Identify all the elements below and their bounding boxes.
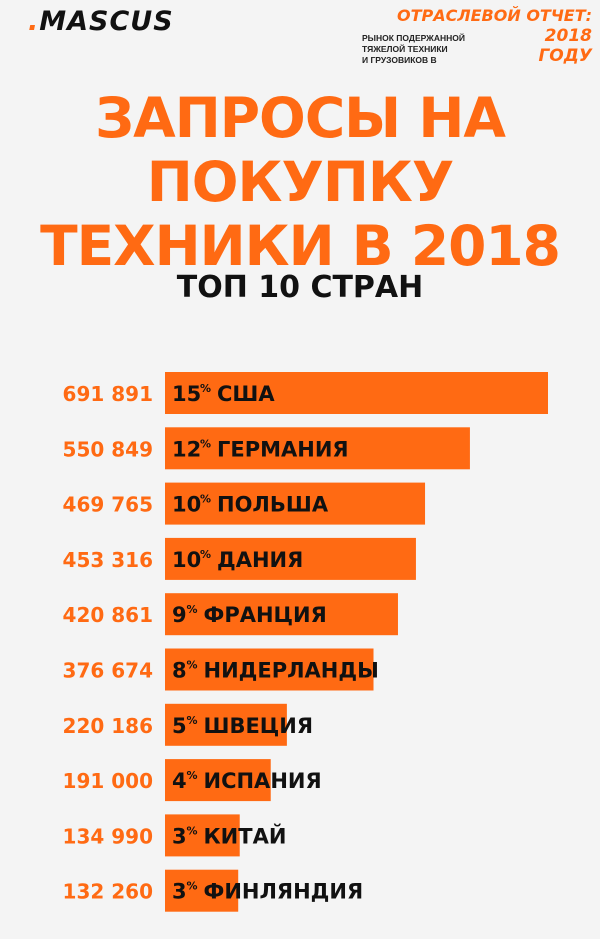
percent-sign: % — [200, 437, 211, 450]
report-subline: РЫНОК ПОДЕРЖАННОЙ ТЯЖЕЛОЙ ТЕХНИКИ И ГРУЗ… — [362, 26, 592, 66]
page-subtitle: ТОП 10 СТРАН — [176, 270, 424, 305]
report-badge: ОТРАСЛЕВОЙ ОТЧЕТ: РЫНОК ПОДЕРЖАННОЙ ТЯЖЕ… — [362, 6, 592, 66]
percent-sign: % — [187, 880, 198, 893]
bar-4 — [165, 537, 416, 580]
report-lines: РЫНОК ПОДЕРЖАННОЙ ТЯЖЕЛОЙ ТЕХНИКИ И ГРУЗ… — [362, 33, 507, 66]
bar-3 — [165, 482, 426, 525]
report-line-1: РЫНОК ПОДЕРЖАННОЙ ТЯЖЕЛОЙ ТЕХНИКИ — [362, 33, 466, 54]
country-label: ИСПАНИЯ — [204, 769, 322, 793]
bar-1 — [165, 372, 548, 414]
percent-sign: % — [200, 548, 211, 561]
country-label: ФИНЛЯНДИЯ — [204, 880, 364, 904]
percent-label: 8 — [172, 659, 187, 683]
value-label: 134 990 — [63, 824, 153, 848]
value-label: 550 849 — [63, 437, 153, 461]
value-label: 691 891 — [63, 382, 153, 406]
bar-chart: 691 891 15% США 550 849 12% ГЕРМАНИЯ 469 765 10… — [63, 372, 548, 912]
value-label: 469 765 — [63, 493, 153, 517]
bar-7 — [165, 703, 287, 746]
percent-label: 4 — [172, 769, 187, 793]
mascus-logo: .MASCUS — [28, 6, 174, 37]
value-label: 453 316 — [63, 548, 153, 572]
value-label: 376 674 — [63, 659, 153, 683]
percent-sign: % — [187, 659, 198, 672]
title-line-3: ТЕХНИКИ В 2018 — [40, 214, 561, 278]
value-label: 132 260 — [63, 880, 153, 904]
percent-sign: % — [187, 769, 198, 782]
percent-sign: % — [187, 714, 198, 727]
percent-label: 15 — [172, 382, 201, 406]
percent-label: 3 — [172, 824, 187, 848]
country-label: США — [217, 382, 275, 406]
percent-label: 10 — [172, 493, 201, 517]
percent-label: 12 — [172, 437, 201, 461]
title-line-1: ЗАПРОСЫ НА — [95, 86, 506, 150]
percent-label: 9 — [172, 603, 187, 627]
country-label: ГЕРМАНИЯ — [217, 437, 349, 461]
percent-sign: % — [187, 603, 198, 616]
country-label: ПОЛЬША — [217, 493, 329, 517]
report-line-2: И ГРУЗОВИКОВ В — [362, 55, 437, 65]
bar-6 — [165, 648, 374, 691]
logo-dot: . — [28, 6, 40, 37]
page-title: ЗАПРОСЫ НА ПОКУПКУ ТЕХНИКИ В 2018 — [0, 86, 600, 278]
value-label: 220 186 — [63, 714, 153, 738]
title-line-2: ПОКУПКУ — [146, 150, 455, 214]
percent-sign: % — [200, 493, 211, 506]
country-label: ФРАНЦИЯ — [204, 603, 327, 627]
country-label: ШВЕЦИЯ — [204, 714, 314, 738]
bar-5 — [165, 593, 398, 636]
country-label: НИДЕРЛАНДЫ — [204, 659, 379, 683]
percent-label: 5 — [172, 714, 187, 738]
logo-text: MASCUS — [39, 6, 174, 37]
percent-label: 3 — [172, 880, 187, 904]
percent-label: 10 — [172, 548, 201, 572]
country-label: КИТАЙ — [204, 823, 287, 848]
percent-sign: % — [200, 382, 211, 395]
country-label: ДАНИЯ — [217, 548, 303, 572]
value-label: 191 000 — [63, 769, 153, 793]
report-title: ОТРАСЛЕВОЙ ОТЧЕТ: — [396, 6, 592, 25]
report-year: 2018 ГОДУ — [538, 26, 592, 66]
bar-8 — [165, 759, 271, 802]
percent-sign: % — [187, 824, 198, 837]
bar-9 — [165, 814, 240, 857]
bar-10 — [165, 869, 239, 912]
value-label: 420 861 — [63, 603, 153, 627]
bar-2 — [165, 427, 470, 470]
